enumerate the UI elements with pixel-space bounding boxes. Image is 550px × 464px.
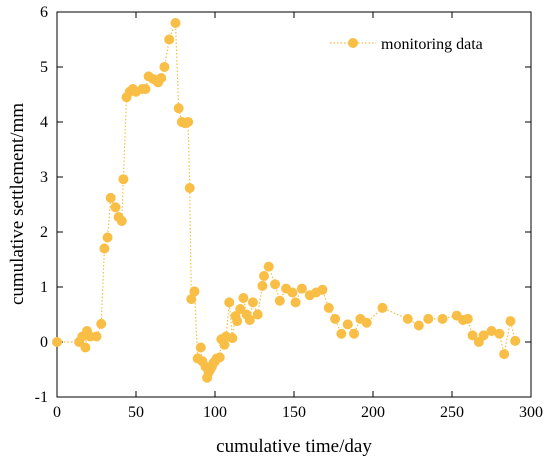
y-tick-label: 6 <box>40 4 48 21</box>
series-layer <box>52 18 521 383</box>
data-point <box>116 216 127 226</box>
plot-frame <box>56 11 532 398</box>
data-point <box>437 313 448 324</box>
data-point <box>494 328 505 339</box>
data-point <box>274 295 285 306</box>
data-point <box>99 243 110 254</box>
data-point <box>189 286 200 297</box>
data-point <box>170 18 181 28</box>
y-axis: -1 0 1 2 3 4 5 6 <box>35 4 531 406</box>
data-point <box>227 333 238 344</box>
y-tick-label: 4 <box>40 114 48 131</box>
data-point <box>96 318 107 329</box>
data-point <box>91 331 102 342</box>
data-point <box>118 174 129 185</box>
data-point <box>159 62 170 72</box>
x-tick-label: 300 <box>519 404 543 421</box>
data-point <box>156 73 167 83</box>
data-point <box>287 287 298 298</box>
data-point <box>290 297 301 308</box>
x-axis-title: cumulative time/day <box>216 436 372 457</box>
data-point <box>336 328 347 339</box>
data-point <box>361 317 372 328</box>
data-point <box>270 279 281 290</box>
data-point <box>296 283 307 294</box>
data-point <box>342 319 353 330</box>
data-point <box>110 202 121 213</box>
data-point <box>467 330 478 341</box>
data-point <box>102 232 113 243</box>
series-line <box>57 22 516 378</box>
data-point <box>323 302 334 313</box>
x-tick-label: 200 <box>361 404 385 421</box>
data-point <box>413 320 424 331</box>
data-point <box>164 34 175 45</box>
x-tick-label: 50 <box>128 404 144 421</box>
data-point <box>244 315 255 325</box>
data-point <box>478 330 489 341</box>
legend: monitoring data <box>330 36 483 53</box>
data-point <box>258 271 269 281</box>
y-tick-label: 5 <box>40 59 48 76</box>
data-point <box>214 352 225 363</box>
data-point <box>80 342 91 353</box>
data-point <box>183 117 194 127</box>
data-point <box>232 316 243 327</box>
data-point <box>257 280 268 291</box>
x-tick-label: 0 <box>53 404 61 421</box>
data-point <box>140 84 151 94</box>
data-point <box>402 313 413 324</box>
data-point <box>423 313 434 324</box>
y-tick-label: 0 <box>40 334 48 351</box>
legend-marker <box>348 38 358 48</box>
data-point <box>195 342 206 353</box>
y-tick-label: -1 <box>35 389 48 406</box>
x-tick-label: 250 <box>440 404 464 421</box>
data-point <box>263 261 274 272</box>
data-point <box>238 293 249 303</box>
data-point <box>377 302 388 313</box>
data-point <box>252 309 263 320</box>
data-point <box>186 294 197 305</box>
y-tick-label: 3 <box>40 169 48 186</box>
y-tick-label: 1 <box>40 279 48 296</box>
legend-label: monitoring data <box>381 36 483 53</box>
data-point <box>499 349 510 360</box>
data-point <box>330 313 341 324</box>
data-point <box>105 192 116 203</box>
data-point <box>462 313 473 324</box>
data-point <box>505 316 516 327</box>
y-tick-label: 2 <box>40 224 48 241</box>
data-point <box>52 337 62 347</box>
x-axis: 0 50 100 150 200 250 300 <box>53 12 543 421</box>
data-point <box>349 328 360 339</box>
data-point <box>317 284 328 295</box>
x-tick-label: 150 <box>282 404 306 421</box>
y-axis-title: cumulative settlement/mm <box>7 103 28 305</box>
data-point <box>510 335 521 346</box>
data-point <box>247 297 258 308</box>
x-tick-label: 100 <box>203 404 227 421</box>
data-point <box>173 103 184 114</box>
data-point <box>219 339 230 350</box>
data-point <box>224 297 235 308</box>
data-point <box>184 183 195 193</box>
data-point <box>486 326 497 336</box>
